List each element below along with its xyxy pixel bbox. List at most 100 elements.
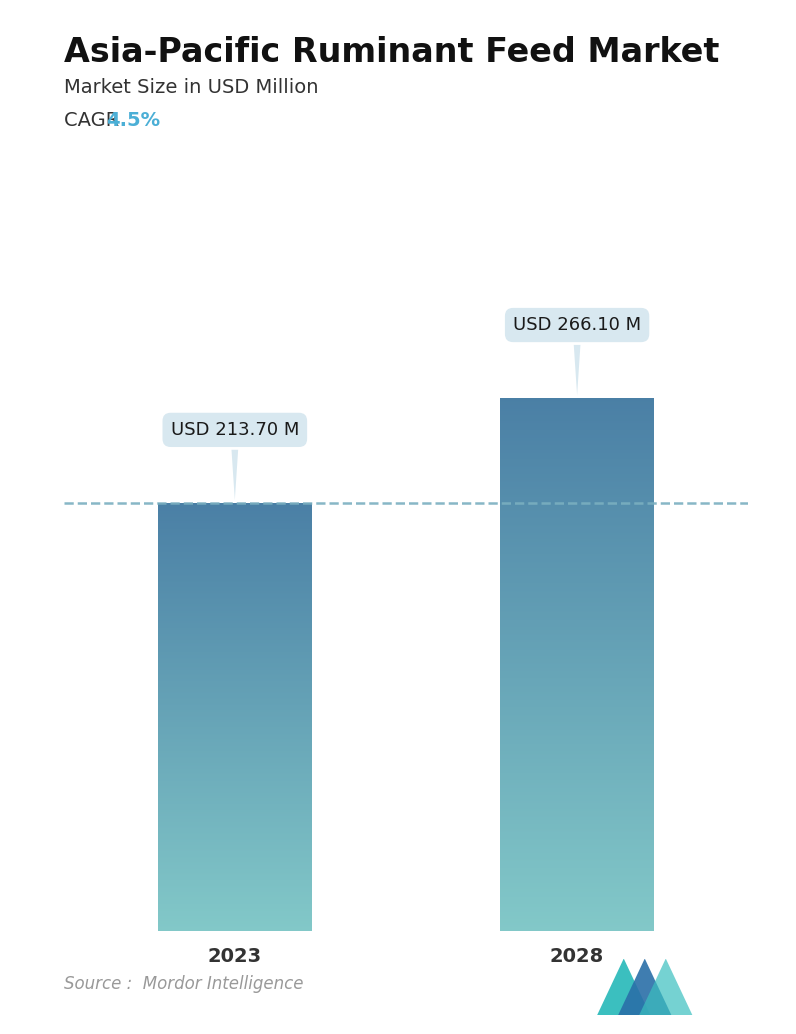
Bar (158, 529, 312, 530)
Bar (500, 668, 654, 670)
Bar (158, 661, 312, 662)
Bar (500, 740, 654, 741)
Bar (500, 412, 654, 413)
Bar (158, 681, 312, 682)
Bar (158, 631, 312, 633)
Bar (500, 858, 654, 860)
Bar (158, 826, 312, 827)
Bar (500, 752, 654, 754)
Bar (158, 559, 312, 560)
Bar (500, 425, 654, 426)
Bar (500, 582, 654, 583)
Bar (500, 724, 654, 726)
Bar (500, 761, 654, 763)
Bar (500, 667, 654, 668)
Bar (500, 485, 654, 486)
Bar (158, 518, 312, 519)
Bar (158, 833, 312, 834)
Bar (500, 527, 654, 528)
Bar (158, 690, 312, 691)
Bar (158, 637, 312, 638)
Bar (158, 714, 312, 716)
Bar (158, 603, 312, 604)
Bar (158, 735, 312, 736)
Bar (500, 812, 654, 814)
Bar (500, 671, 654, 672)
Bar (500, 459, 654, 460)
Bar (500, 561, 654, 564)
Bar (158, 845, 312, 846)
Bar (158, 669, 312, 670)
Bar (158, 595, 312, 596)
Bar (500, 689, 654, 690)
Bar (158, 801, 312, 802)
Bar (500, 887, 654, 888)
Bar (158, 771, 312, 772)
Bar (500, 907, 654, 908)
Bar (500, 899, 654, 900)
Bar (158, 804, 312, 805)
Bar (500, 571, 654, 573)
Bar (500, 446, 654, 448)
Bar (500, 707, 654, 708)
Bar (158, 841, 312, 842)
Bar (158, 785, 312, 786)
Bar (158, 880, 312, 881)
Bar (158, 730, 312, 731)
Text: Market Size in USD Million: Market Size in USD Million (64, 78, 318, 96)
Bar (500, 675, 654, 676)
Bar (500, 574, 654, 575)
Bar (500, 868, 654, 870)
Bar (158, 651, 312, 652)
Bar (158, 659, 312, 660)
Bar (500, 926, 654, 927)
Bar (500, 592, 654, 594)
Bar (158, 830, 312, 831)
Bar (158, 580, 312, 581)
Bar (500, 603, 654, 605)
Bar (500, 807, 654, 809)
Bar (500, 448, 654, 449)
Bar (500, 700, 654, 702)
Bar (158, 610, 312, 611)
Bar (500, 687, 654, 689)
Bar (158, 900, 312, 901)
Bar (500, 853, 654, 855)
Polygon shape (618, 959, 672, 1015)
Bar (500, 888, 654, 889)
Bar (158, 629, 312, 630)
Bar (500, 911, 654, 912)
Bar (500, 814, 654, 815)
Bar (500, 523, 654, 524)
Bar (158, 808, 312, 809)
Bar (158, 815, 312, 816)
Bar (500, 418, 654, 420)
Bar (500, 510, 654, 511)
Bar (500, 454, 654, 455)
Bar (158, 576, 312, 577)
Bar (158, 797, 312, 798)
Bar (500, 916, 654, 917)
Bar (158, 528, 312, 529)
Bar (158, 733, 312, 734)
Bar (500, 648, 654, 649)
Bar (158, 799, 312, 800)
Text: Asia-Pacific Ruminant Feed Market: Asia-Pacific Ruminant Feed Market (64, 36, 719, 69)
Bar (500, 676, 654, 677)
Bar (500, 442, 654, 444)
Bar (158, 868, 312, 869)
Bar (158, 699, 312, 700)
Bar (158, 738, 312, 739)
Bar (500, 451, 654, 453)
Bar (158, 757, 312, 759)
Bar (500, 455, 654, 457)
Bar (158, 739, 312, 740)
Bar (158, 820, 312, 822)
Bar (158, 683, 312, 685)
Bar (500, 881, 654, 883)
Bar (158, 543, 312, 544)
Bar (158, 770, 312, 771)
Bar (500, 730, 654, 731)
Bar (500, 647, 654, 648)
Bar (500, 774, 654, 777)
